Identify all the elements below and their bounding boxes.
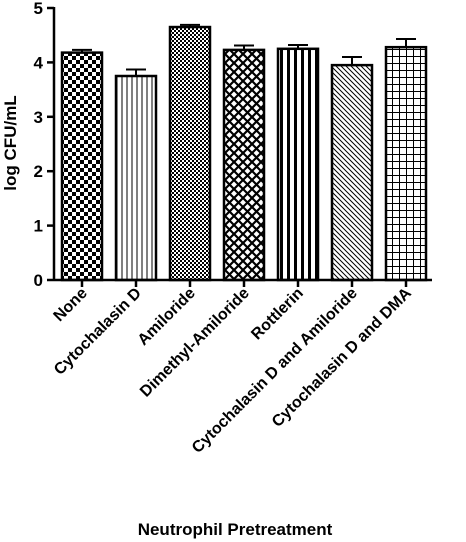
y-axis-title: log CFU/mL [1,95,20,190]
x-tick-label: None [51,285,91,325]
bar-cytochalasin-d-and-dma [384,45,428,282]
bar-amiloride [168,25,212,282]
bar-rottlerin [276,47,320,282]
bars [60,23,428,282]
y-tick-label: 2 [34,162,43,181]
x-tick-label: Dimethyl-Amiloride [137,285,253,401]
bar-dimethyl-amiloride [222,48,266,282]
y-tick-label: 5 [34,0,43,18]
y-tick-label: 4 [34,53,44,72]
y-axis: 0 1 2 3 4 5 [34,0,56,290]
y-tick-label: 3 [34,108,43,127]
bar-none [60,51,104,282]
bar-cytochalasin-d [114,74,158,282]
y-tick-label: 0 [34,271,43,290]
x-axis-title: Neutrophil Pretreatment [138,520,333,539]
y-tick-label: 1 [34,217,43,236]
bar-cytochalasin-d-and-amiloride [330,63,374,282]
